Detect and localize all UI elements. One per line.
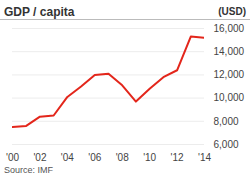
svg-text:10,000: 10,000 [214, 92, 245, 103]
html-text:Source: IMF: Source: IMF [4, 165, 53, 175]
svg-text:12,000: 12,000 [214, 69, 245, 80]
svg-text:'00: '00 [6, 152, 19, 163]
html-text:(USD): (USD) [218, 6, 246, 17]
svg-text:8,000: 8,000 [214, 116, 239, 127]
svg-text:'08: '08 [116, 152, 129, 163]
svg-text:'12: '12 [171, 152, 184, 163]
html-text:GDP / capita: GDP / capita [4, 5, 75, 19]
svg-text:16,000: 16,000 [214, 23, 245, 34]
svg-text:6,000: 6,000 [214, 139, 239, 150]
svg-text:'06: '06 [88, 152, 101, 163]
svg-text:'04: '04 [61, 152, 74, 163]
svg-text:'02: '02 [33, 152, 46, 163]
svg-text:'14: '14 [198, 152, 211, 163]
svg-text:14,000: 14,000 [214, 46, 245, 57]
svg-text:'10: '10 [143, 152, 156, 163]
